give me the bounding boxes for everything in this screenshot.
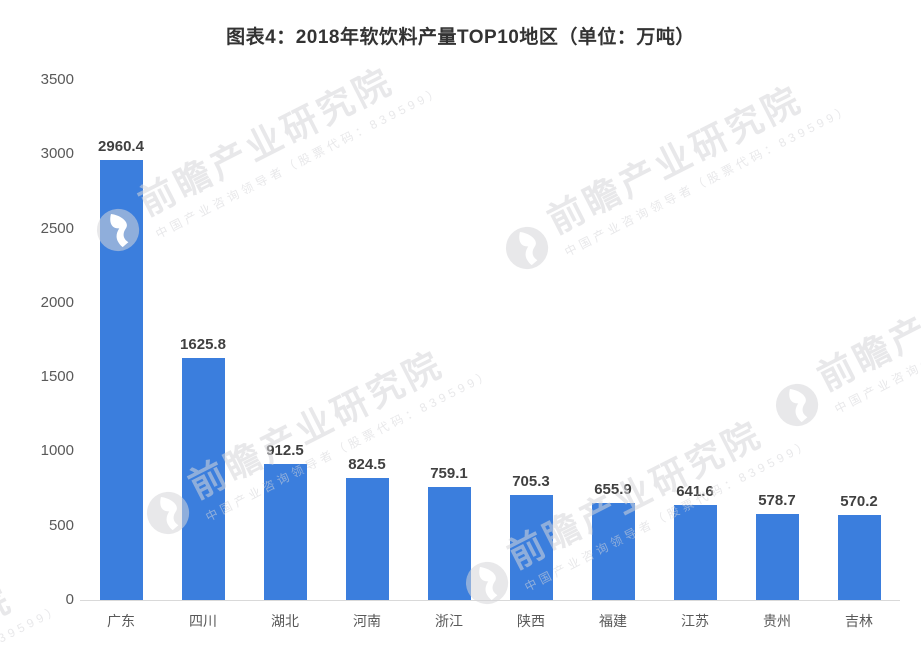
bar-slot: 759.1 (408, 80, 490, 600)
x-axis-category-label: 四川 (189, 613, 217, 629)
bar-slot: 655.9 (572, 80, 654, 600)
x-axis-category-label: 陕西 (517, 613, 545, 629)
bar (345, 477, 389, 600)
bar (837, 515, 881, 600)
y-axis-tick-label: 3500 (40, 71, 74, 88)
bar-value-label: 705.3 (512, 473, 550, 491)
bar (427, 487, 471, 600)
bar-value-label: 1625.8 (180, 336, 226, 354)
bar-value-label: 824.5 (348, 455, 386, 473)
bar-slot: 912.5 (244, 80, 326, 600)
bar-slot: 824.5 (326, 80, 408, 600)
x-axis-category-label: 贵州 (763, 613, 791, 629)
x-axis-category-label: 吉林 (845, 613, 873, 629)
bar-value-label: 578.7 (758, 492, 796, 510)
bar-value-label: 2960.4 (98, 138, 144, 156)
x-axis-category-label: 福建 (599, 613, 627, 629)
bars-area: 2960.4 1625.8 912.5 824.5 759.1 705.3 655.9 641… (80, 80, 900, 600)
bar (673, 504, 717, 600)
y-axis-tick-label: 1000 (40, 442, 74, 460)
x-axis-category-label: 湖北 (271, 613, 299, 629)
bar (591, 502, 635, 600)
bar-slot: 705.3 (490, 80, 572, 600)
bar (263, 464, 307, 600)
bar-value-label: 655.9 (594, 480, 632, 498)
bar (509, 495, 553, 600)
x-axis-line (80, 600, 900, 601)
x-axis-category-label: 浙江 (435, 613, 463, 629)
bar-value-label: 912.5 (266, 442, 304, 460)
y-axis-tick-label: 3000 (40, 145, 74, 163)
y-axis-tick-label: 500 (48, 516, 74, 534)
x-axis-category-label: 河南 (353, 613, 381, 629)
bar-slot: 1625.8 (162, 80, 244, 600)
bar-slot: 641.6 (654, 80, 736, 600)
bar (755, 514, 799, 600)
chart-title: 图表4：2018年软饮料产量TOP10地区（单位：万吨） (226, 27, 695, 48)
bar-value-label: 570.2 (840, 493, 878, 511)
bar-value-label: 641.6 (676, 482, 714, 500)
x-axis-category-label: 广东 (107, 613, 135, 629)
bar-slot: 578.7 (736, 80, 818, 600)
y-axis-tick-label: 1500 (40, 368, 74, 386)
bar (99, 160, 143, 600)
bar-slot: 2960.4 (80, 80, 162, 600)
x-axis-labels: 广东 四川 湖北 河南 浙江 陕西 福建 江苏 贵州 吉林 (80, 611, 900, 631)
bar-value-label: 759.1 (430, 465, 468, 483)
y-axis-tick-label: 0 (65, 591, 74, 608)
bar-slot: 570.2 (818, 80, 900, 600)
y-axis-tick-label: 2500 (40, 219, 74, 237)
bar (181, 358, 225, 600)
y-axis-tick-label: 2000 (40, 293, 74, 311)
x-axis-category-label: 江苏 (681, 613, 709, 629)
